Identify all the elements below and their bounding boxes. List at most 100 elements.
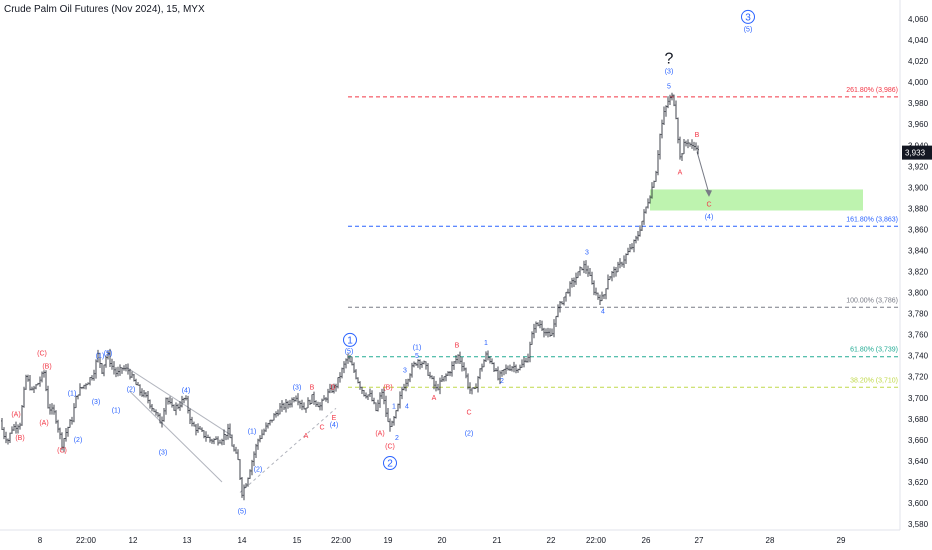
wave-circle-label: 2 <box>387 459 393 470</box>
wave-label-blue: 2 <box>395 435 399 442</box>
wave-label-red: C <box>319 424 324 431</box>
fib-level-label: 61.80% (3,739) <box>850 347 898 354</box>
wave-label-red: (B) <box>383 384 392 391</box>
wave-label-blue: (5) <box>744 27 753 34</box>
projection-arrow-head <box>705 189 712 197</box>
fib-level-label: 261.80% (3,986) <box>846 87 898 94</box>
y-tick-label: 3,880 <box>908 204 929 213</box>
wave-label-blue: (5) <box>345 349 354 356</box>
wave-label-blue: (2) <box>127 386 136 393</box>
x-tick-label: 22:00 <box>586 536 607 545</box>
y-tick-label: 3,660 <box>908 436 929 445</box>
y-tick-label: 3,580 <box>908 520 929 529</box>
wave-label-blue: 1 <box>392 403 396 410</box>
x-tick-label: 26 <box>642 536 651 545</box>
y-tick-label: 3,980 <box>908 99 929 108</box>
target-zone <box>650 189 863 211</box>
x-tick-label: 13 <box>183 536 192 545</box>
y-tick-label: 3,920 <box>908 162 929 171</box>
y-tick-label: 3,700 <box>908 394 929 403</box>
fib-level-label: 100.00% (3,786) <box>846 297 898 304</box>
x-tick-label: 12 <box>129 536 138 545</box>
fib-level-label: 38.20% (3,710) <box>850 377 898 384</box>
wave-label-blue: (4) <box>182 388 191 395</box>
wave-label-blue: (3) <box>159 450 168 457</box>
y-tick-label: 4,040 <box>908 36 929 45</box>
wave-circle <box>383 456 397 471</box>
channel-line-lower <box>129 391 223 483</box>
y-tick-label: 3,900 <box>908 183 929 192</box>
y-tick-label: 3,640 <box>908 457 929 466</box>
y-tick-label: 3,860 <box>908 225 929 234</box>
wave-label-blue: (1) <box>68 391 77 398</box>
x-tick-label: 21 <box>493 536 502 545</box>
y-tick-label: 3,760 <box>908 331 929 340</box>
y-tick-label: 4,000 <box>908 78 929 87</box>
wave-label-blue: (3) <box>92 399 101 406</box>
wave-label-blue: (1) <box>112 408 121 415</box>
wave-label-blue: 4 <box>601 309 605 316</box>
wave-label-blue: (5) <box>238 509 247 516</box>
x-tick-label: 19 <box>384 536 393 545</box>
y-tick-label: 3,780 <box>908 310 929 319</box>
y-tick-label: 3,740 <box>908 352 929 361</box>
x-tick-label: 14 <box>238 536 247 545</box>
last-price-label: 3,933 <box>905 149 926 158</box>
wave-label-red: D <box>330 384 335 391</box>
y-tick-label: 3,800 <box>908 289 929 298</box>
projection-arrow <box>696 151 710 194</box>
wave-label-blue: (2) <box>465 431 474 438</box>
channel-line-dashed <box>239 407 337 493</box>
wave-label-red: (B) <box>42 363 51 370</box>
wave-label-blue: (4) <box>330 422 339 429</box>
wave-label-red: A <box>304 433 309 440</box>
wave-label-blue: 2 <box>500 378 504 385</box>
wave-label-blue: (1) <box>96 353 105 360</box>
x-tick-label: 27 <box>695 536 704 545</box>
y-tick-label: 3,960 <box>908 120 929 129</box>
wave-label-red: (A) <box>11 412 20 419</box>
wave-label-red: (C) <box>57 447 67 454</box>
y-tick-label: 4,060 <box>908 15 929 24</box>
x-tick-label: 22:00 <box>76 536 97 545</box>
x-tick-label: 15 <box>293 536 302 545</box>
wave-label-blue: 1 <box>484 340 488 347</box>
wave-label-blue: (1) <box>248 429 257 436</box>
chart-title: Crude Palm Oil Futures (Nov 2024), 15, M… <box>4 4 205 15</box>
wave-label-blue: 5 <box>415 353 419 360</box>
y-tick-label: 3,680 <box>908 415 929 424</box>
wave-label-blue: (1) <box>413 344 422 351</box>
wave-label-blue: 4 <box>405 403 409 410</box>
wave-circle <box>741 9 755 24</box>
y-tick-label: 3,720 <box>908 373 929 382</box>
x-tick-label: 20 <box>438 536 447 545</box>
x-tick-label: 8 <box>38 536 43 545</box>
wave-label-red: B <box>455 342 460 349</box>
wave-label-blue: 5 <box>667 83 671 90</box>
y-tick-label: 4,020 <box>908 57 929 66</box>
wave-label-red: B <box>310 384 315 391</box>
wave-label-blue: (2) <box>254 466 263 473</box>
wave-label-blue: 3 <box>585 250 589 257</box>
wave-circle-label: 3 <box>745 12 751 23</box>
x-tick-label: 28 <box>766 536 775 545</box>
question-mark: ? <box>665 51 674 68</box>
wave-circle <box>343 332 357 347</box>
wave-label-blue: (3) <box>665 69 674 76</box>
wave-label-red: A <box>678 170 683 177</box>
wave-circle-label: 1 <box>347 335 353 346</box>
wave-label-blue: 3 <box>403 368 407 375</box>
wave-label-red: C <box>706 201 711 208</box>
y-tick-label: 3,820 <box>908 268 929 277</box>
last-price-badge <box>902 145 932 160</box>
x-tick-label: 22:00 <box>331 536 352 545</box>
wave-label-blue: (3) <box>293 384 302 391</box>
wave-label-red: (C) <box>37 351 47 358</box>
wave-label-blue: (2) <box>74 437 83 444</box>
y-tick-label: 3,840 <box>908 246 929 255</box>
wave-label-red: (B) <box>15 435 24 442</box>
wave-label-red: (A) <box>375 431 384 438</box>
wave-label-red: B <box>695 132 700 139</box>
wave-label-red: C <box>466 410 471 417</box>
